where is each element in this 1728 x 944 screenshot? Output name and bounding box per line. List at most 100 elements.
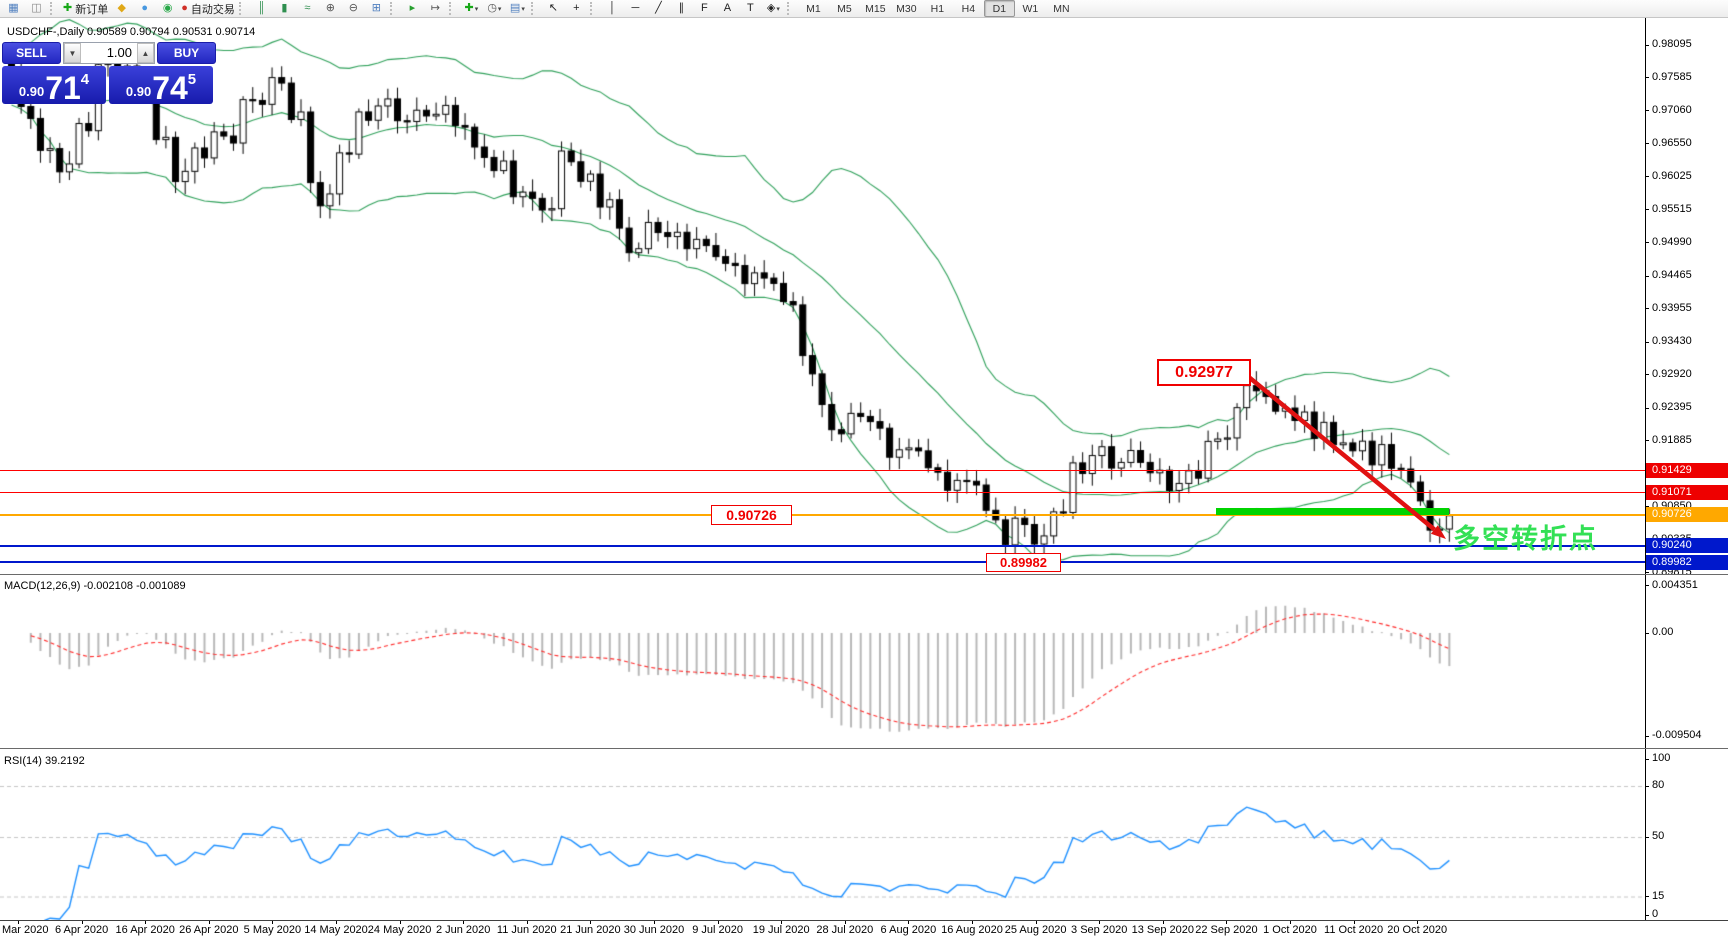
trendline-button[interactable]: ╱ (647, 1, 670, 17)
signals-button[interactable]: ◉ (156, 1, 179, 17)
periods-button[interactable]: ◷ ▾ (483, 1, 506, 17)
text-label-button[interactable]: T (739, 1, 762, 17)
buy-price-display[interactable]: 0.90 74 5 (109, 66, 213, 104)
level-line-0.91429[interactable] (0, 469, 1645, 471)
date-label: 16 Apr 2020 (115, 924, 175, 936)
tile-windows-icon: ⊞ (371, 2, 381, 14)
candlestick-chart-button[interactable]: ▮ (273, 1, 296, 17)
main-macd-separator[interactable] (0, 574, 1728, 575)
date-tick-mark (654, 920, 655, 924)
timeframe-M5-button[interactable]: M5 (837, 2, 852, 15)
bar-chart-icon: ║ (257, 2, 266, 14)
date-tick-mark (463, 920, 465, 924)
macd-tick-label: -0.009504 (1652, 729, 1702, 742)
date-tick-mark (1099, 920, 1101, 924)
buy-button[interactable]: BUY (157, 42, 216, 64)
support-price-annotation: 0.90726 (711, 505, 792, 525)
rsi-label: RSI(14) 39.2192 (4, 755, 85, 767)
date-label: 13 Sep 2020 (1131, 924, 1194, 936)
horizontal-line-button[interactable]: ─ (624, 1, 647, 17)
volume-input[interactable]: 1.00 (106, 45, 132, 60)
level-line-0.90726[interactable] (0, 513, 1645, 516)
timeframe-M1-button[interactable]: M1 (806, 2, 821, 15)
indicators-button[interactable]: ✚ ▾ (460, 1, 483, 17)
new-chart-button[interactable]: ▦ (2, 1, 25, 17)
toolbar-separator (530, 2, 539, 15)
bar-chart-button[interactable]: ║ (250, 1, 273, 17)
trendline-icon: ╱ (655, 2, 662, 14)
vertical-line-button[interactable]: │ (601, 1, 624, 17)
price-tick-mark (1645, 44, 1649, 46)
price-tick-mark (1645, 242, 1649, 244)
crosshair-button[interactable]: + (565, 1, 588, 17)
volume-decrease-button[interactable]: ▼ (64, 43, 81, 63)
timeframe-M30-button[interactable]: M30 (896, 2, 917, 15)
chart-shift-button[interactable]: ↦ (424, 1, 447, 17)
macd-tick-label: 0.004351 (1652, 578, 1698, 591)
rsi-pane-canvas[interactable] (0, 752, 1645, 920)
date-label: 11 Oct 2020 (1324, 924, 1384, 936)
date-label: 11 Jun 2020 (496, 924, 557, 936)
date-label: 16 Aug 2020 (941, 924, 1003, 936)
zoom-in-button[interactable]: ⊕ (319, 1, 342, 17)
timeframe-H1-button[interactable]: H1 (930, 2, 945, 15)
level-line-0.89982[interactable] (0, 561, 1645, 564)
line-chart-icon: ≈ (304, 2, 311, 14)
toolbar-separator (589, 2, 598, 15)
rsi-tick-label: 0 (1652, 908, 1659, 920)
profiles-button[interactable]: ◫ (25, 1, 48, 17)
zoom-out-button[interactable]: ⊖ (342, 1, 365, 17)
price-tick-mark (1645, 506, 1649, 508)
sell-button[interactable]: SELL (2, 42, 61, 64)
timeframe-W1-button[interactable]: W1 (1022, 2, 1039, 15)
volume-increase-button[interactable]: ▲ (137, 43, 154, 63)
publish-chart-button[interactable]: ● (133, 1, 156, 17)
level-line-0.90240[interactable] (0, 544, 1645, 547)
channel-button[interactable]: ∥ (670, 1, 693, 17)
chart-title: USDCHF-,Daily 0.90589 0.90794 0.90531 0.… (7, 26, 256, 38)
macd-rsi-separator[interactable] (0, 748, 1728, 749)
metaeditor-button[interactable]: ◆ (110, 1, 133, 17)
price-tick-mark (1645, 407, 1649, 409)
rsi-tick-mark (1645, 758, 1649, 760)
date-label: 25 Aug 2020 (1004, 924, 1067, 936)
buy-price-sup: 5 (187, 71, 197, 88)
level-line-0.91071[interactable] (0, 492, 1645, 494)
rsi-tick-label: 50 (1652, 830, 1665, 842)
sell-price-display[interactable]: 0.90 71 4 (2, 66, 106, 104)
shapes-button[interactable]: ◈ ▾ (762, 1, 785, 17)
chart-region[interactable]: USDCHF-,Daily 0.90589 0.90794 0.90531 0.… (0, 18, 1728, 944)
date-label: 24 May 2020 (367, 924, 432, 936)
tile-windows-button[interactable]: ⊞ (365, 1, 388, 17)
price-tick-label: 0.95515 (1652, 202, 1692, 215)
timeframe-M15-button[interactable]: M15 (865, 2, 886, 15)
metaeditor-icon: ◆ (117, 2, 126, 14)
candlestick-chart-icon: ▮ (281, 2, 288, 14)
toolbar-separator (389, 2, 398, 15)
timeframe-MN-button[interactable]: MN (1053, 2, 1070, 15)
date-tick-mark (590, 920, 592, 924)
shapes-icon: ◈ (766, 2, 776, 14)
support-zone-bar[interactable] (1216, 508, 1449, 515)
new-order-button[interactable]: ✚ 新订单 (61, 1, 110, 17)
cursor-button[interactable]: ↖ (542, 1, 565, 17)
level-price-badge: 0.91429 (1646, 462, 1728, 478)
macd-pane-canvas[interactable] (0, 577, 1645, 748)
rsi-tick-mark (1645, 836, 1649, 838)
autoscroll-button[interactable]: ▸ (401, 1, 424, 17)
toolbar: ▦ ◫ ✚ 新订单 ◆ ● ◉ ● 自动交易 ║ ▮ ≈ ⊕ ⊖ ⊞ ▸ ↦ ✚ ▾ ◷ ▾ ▤ ▾ ↖ + │ ─ ╱ ∥ F A T ◈ ▾ M… (0, 0, 1728, 18)
price-tick-label: 0.93955 (1652, 301, 1692, 314)
autotrading-icon: ● (181, 2, 188, 14)
macd-tick-mark (1645, 632, 1649, 634)
date-tick-mark (81, 920, 83, 924)
rsi-tick-mark (1645, 914, 1649, 916)
level-price-badge: 0.90726 (1646, 507, 1728, 523)
line-chart-button[interactable]: ≈ (296, 1, 319, 17)
text-button[interactable]: A (716, 1, 739, 17)
fibonacci-button[interactable]: F (693, 1, 716, 17)
autotrading-label: 自动交易 (190, 3, 235, 16)
timeframe-H4-button[interactable]: H4 (961, 2, 976, 15)
autotrading-button[interactable]: ● 自动交易 (179, 1, 237, 17)
templates-button[interactable]: ▤ ▾ (506, 1, 529, 17)
timeframe-D1-button[interactable]: D1 (983, 0, 1015, 17)
